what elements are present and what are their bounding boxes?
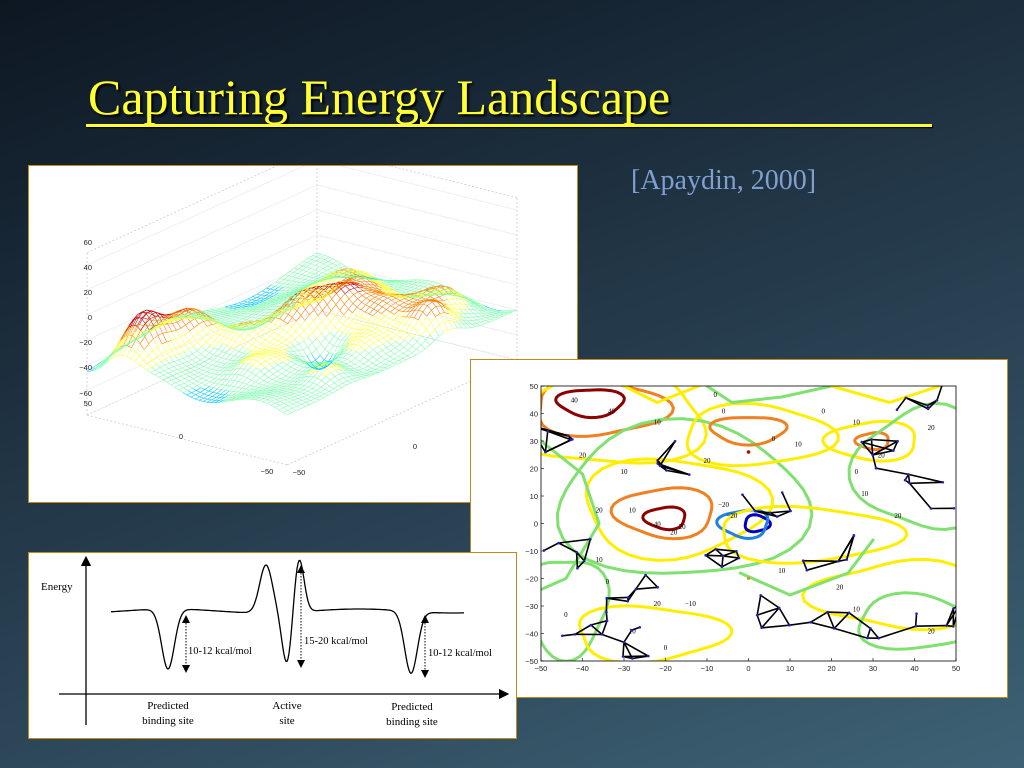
contour-x-tick: 50 <box>952 664 960 673</box>
right-axis-tick: −50 <box>293 468 306 477</box>
site-label-right-line1: Predicted <box>391 701 433 713</box>
barrier-arrow-center <box>297 565 305 668</box>
roadmap-graph <box>541 386 956 660</box>
contour-x-tick: 30 <box>869 664 877 673</box>
contour-level-label: 10 <box>861 490 869 498</box>
contour-level-label: 0 <box>680 380 684 388</box>
z-tick: 20 <box>84 288 92 297</box>
slide-title: Capturing Energy Landscape <box>88 69 671 125</box>
landscape-canvas: Energy 10-12 kcal/mol 15-20 kcal/mol 10-… <box>41 555 510 728</box>
contour-level-label: 10 <box>795 441 803 449</box>
contour-level-label: 10 <box>654 419 662 427</box>
energy-landscape-diagram: Energy 10-12 kcal/mol 15-20 kcal/mol 10-… <box>28 552 517 739</box>
contour-tick-labels: −50 −40 −30 −20 −10 0 10 20 30 40 50 50 40 30 20 10 0 −10… <box>525 382 960 673</box>
z-tick: 0 <box>88 313 92 322</box>
contour-y-tick: −50 <box>525 657 538 666</box>
contour-y-tick: −40 <box>525 630 538 639</box>
contour-x-tick: 40 <box>910 664 918 673</box>
contour-level-label: 20 <box>894 512 902 520</box>
contour-level-label: 0 <box>714 391 718 399</box>
contour-level-label: 40 <box>608 408 616 416</box>
z-tick: 40 <box>84 263 92 272</box>
contour-roadmap-plot: 40 40 20 10 0 10 20 20 10 10 0 20 40 20 0 −20 −20 0 10 0 20 2… <box>470 359 1008 698</box>
contour-x-tick: −50 <box>535 664 548 673</box>
left-axis-tick: 0 <box>179 432 183 441</box>
surface-tick-labels: 60 40 20 0 −20 −40 −60 50 0 −50 0 −50 <box>79 238 417 477</box>
contour-level-label: 0 <box>821 408 825 416</box>
contour-level-label: 0 <box>855 468 859 476</box>
contour-level-label: 20 <box>704 457 712 465</box>
contour-x-tick: −30 <box>618 664 631 673</box>
barrier-arrow-right <box>421 615 429 678</box>
contour-x-tick: −40 <box>576 664 589 673</box>
contour-level-label: 0 <box>606 578 610 586</box>
contour-y-tick: 0 <box>534 520 538 529</box>
site-label-left-line1: Predicted <box>147 700 189 712</box>
right-axis-tick: 0 <box>413 442 417 451</box>
contour-y-tick: −10 <box>525 547 538 556</box>
barrier-label-center: 15-20 kcal/mol <box>304 636 368 647</box>
contour-level-label: 10 <box>596 556 604 564</box>
title-underline <box>86 124 932 127</box>
site-label-left-line2: binding site <box>142 715 194 727</box>
contour-level-label: 10 <box>778 567 786 575</box>
contour-x-tick: 0 <box>746 664 750 673</box>
site-label-center-line2: site <box>279 715 294 727</box>
site-label-right-line2: binding site <box>386 716 438 728</box>
surface-plot-canvas: 60 40 20 0 −20 −40 −60 50 0 −50 0 −50 <box>79 166 518 477</box>
contour-x-tick: 10 <box>786 664 794 673</box>
contour-level-label: 0 <box>664 644 668 652</box>
contour-level-label: 20 <box>654 600 662 608</box>
contour-level-label: −20 <box>726 512 737 520</box>
contour-x-tick: −20 <box>659 664 672 673</box>
contour-level-label: 40 <box>654 520 662 528</box>
contour-lines <box>541 386 956 661</box>
contour-level-label: 10 <box>853 419 861 427</box>
contour-y-tick: 10 <box>530 492 538 501</box>
contour-level-label: −10 <box>685 600 696 608</box>
contour-level-label: 20 <box>928 628 936 636</box>
contour-level-label: 10 <box>629 507 637 515</box>
barrier-label-right: 10-12 kcal/mol <box>428 648 492 659</box>
contour-level-label: −20 <box>718 501 729 509</box>
contour-level-label: 20 <box>878 452 886 460</box>
contour-y-tick: 50 <box>530 382 538 391</box>
contour-level-label: 20 <box>679 523 687 531</box>
contour-x-tick: −10 <box>701 664 714 673</box>
contour-y-tick: 40 <box>530 410 538 419</box>
site-label-center-line1: Active <box>272 700 301 712</box>
contour-y-tick: −20 <box>525 575 538 584</box>
energy-curve <box>110 559 464 675</box>
energy-surface-plot: 60 40 20 0 −20 −40 −60 50 0 −50 0 −50 <box>28 165 578 503</box>
contour-level-label: 20 <box>928 424 936 432</box>
barrier-arrow-left <box>182 615 190 673</box>
contour-level-label: 10 <box>621 468 629 476</box>
left-axis-tick: 50 <box>84 399 92 408</box>
left-axis-tick: −50 <box>261 467 274 476</box>
contour-level-label: 20 <box>836 584 844 592</box>
citation: [Apaydin, 2000] <box>631 165 817 196</box>
contour-level-label: 20 <box>670 529 678 537</box>
z-tick: −40 <box>79 363 92 372</box>
contour-y-tick: 20 <box>530 465 538 474</box>
barrier-label-left: 10-12 kcal/mol <box>188 646 252 657</box>
contour-level-label: 10 <box>629 628 637 636</box>
contour-x-tick: 20 <box>827 664 835 673</box>
contour-level-label: 0 <box>722 408 726 416</box>
z-tick: −60 <box>79 389 92 398</box>
surface-mesh <box>86 252 518 416</box>
contour-y-tick: −30 <box>525 602 538 611</box>
contour-level-label: 0 <box>772 435 776 443</box>
contour-level-label: 40 <box>571 397 579 405</box>
contour-level-label: 20 <box>579 452 587 460</box>
z-tick: −20 <box>79 338 92 347</box>
contour-level-label: 20 <box>596 507 604 515</box>
contour-level-label: 0 <box>564 611 568 619</box>
contour-y-tick: 30 <box>530 437 538 446</box>
energy-axis-label: Energy <box>41 581 73 593</box>
z-tick: 60 <box>84 238 92 247</box>
contour-level-label: 10 <box>853 606 861 614</box>
